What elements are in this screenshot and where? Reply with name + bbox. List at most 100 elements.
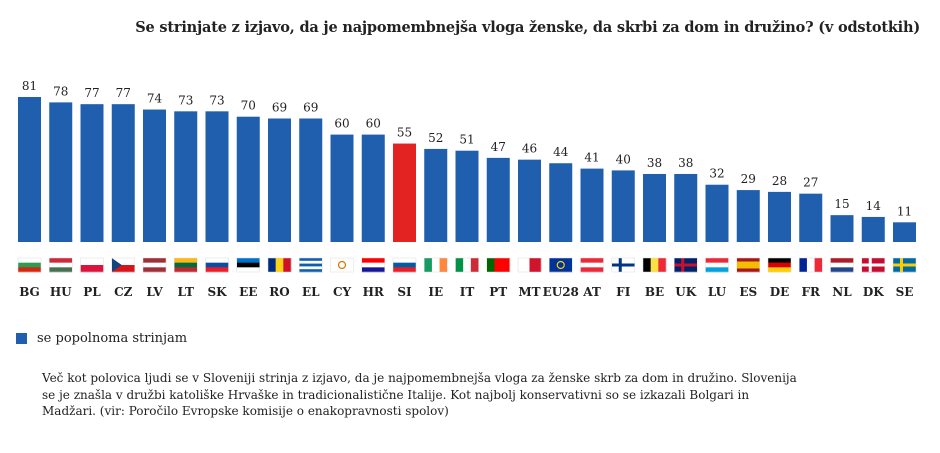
value-label: 81: [22, 79, 37, 93]
bar-lt: [174, 111, 198, 242]
value-label: 46: [522, 142, 537, 156]
flag-ro-icon: [267, 257, 292, 273]
value-label: 60: [366, 117, 381, 131]
bar-bg: [18, 97, 41, 242]
value-label: 52: [428, 131, 443, 145]
flag-de-icon: [767, 257, 792, 273]
flag-lv-icon: [142, 257, 167, 273]
bar-nl: [830, 215, 854, 242]
value-label: 47: [491, 140, 506, 154]
flag-bg-icon: [17, 257, 42, 273]
category-label: DK: [863, 285, 884, 299]
flag-pl-icon: [80, 257, 104, 273]
flag-dk-icon: [861, 257, 885, 273]
category-label: EE: [239, 285, 257, 299]
flag-cz-icon: [111, 257, 135, 273]
category-label: SI: [397, 285, 412, 299]
category-label: EL: [302, 285, 320, 299]
flag-mt-icon: [517, 257, 542, 273]
bar-mt: [518, 159, 541, 242]
flag-hr-icon: [361, 257, 385, 273]
value-label: 69: [303, 100, 318, 114]
category-label: SE: [896, 285, 914, 299]
category-label: BE: [645, 285, 664, 299]
value-label: 70: [241, 99, 256, 113]
caption: Več kot polovica ljudi se v Sloveniji st…: [42, 371, 797, 418]
category-label: RO: [269, 285, 289, 299]
value-label: 38: [678, 156, 693, 170]
bar-ro: [268, 118, 291, 242]
bar-ie: [424, 148, 448, 242]
value-label: 51: [459, 133, 474, 147]
bar-pt: [486, 157, 510, 242]
bar-be: [643, 173, 666, 242]
value-label: 55: [397, 126, 412, 140]
value-label: 28: [772, 174, 787, 188]
bar-fi: [611, 170, 635, 242]
bar-se: [893, 222, 916, 242]
flag-se-icon: [892, 257, 917, 273]
flag-fi-icon: [611, 257, 635, 273]
bar-lu: [705, 184, 729, 242]
flag-be-icon: [642, 257, 667, 273]
value-label: 41: [584, 151, 599, 165]
flag-cy-icon: [330, 257, 354, 273]
flag-ie-icon: [424, 257, 448, 273]
value-label: 40: [616, 152, 631, 166]
flag-si-icon: [392, 257, 417, 273]
bar-eu28: [549, 163, 573, 242]
flag-fr-icon: [799, 257, 823, 273]
bar-ee: [236, 116, 260, 242]
value-label: 44: [553, 145, 569, 159]
flag-at-icon: [580, 257, 604, 273]
bar-lv: [143, 109, 166, 242]
category-label: LV: [146, 285, 163, 299]
category-label: LT: [178, 285, 194, 299]
category-label: AT: [582, 285, 601, 299]
category-label: SK: [207, 285, 227, 299]
category-label: IT: [460, 285, 475, 299]
value-label: 77: [116, 86, 131, 100]
category-label: PL: [83, 285, 101, 299]
bar-cz: [111, 104, 135, 242]
bar-hr: [361, 134, 385, 242]
category-label: NL: [832, 285, 852, 299]
category-label: BG: [19, 285, 40, 299]
flag-lt-icon: [174, 257, 198, 273]
value-label: 69: [272, 100, 287, 114]
bar-chart: 81 BG 78 HU 77 PL 77 CZ 74 LV 73 LT 73 SK 70 EE 69 RO 69 EL…: [17, 79, 917, 299]
value-label: 60: [334, 117, 349, 131]
chart-title: Se strinjate z izjavo, da je najpomembne…: [135, 19, 920, 36]
category-label: UK: [675, 285, 696, 299]
bar-dk: [861, 216, 885, 242]
bar-cy: [330, 134, 354, 242]
flag-nl-icon: [830, 257, 854, 273]
category-label: IE: [428, 285, 443, 299]
bar-el: [299, 118, 323, 242]
value-label: 77: [84, 86, 99, 100]
flag-es-icon: [736, 257, 760, 273]
flag-hu-icon: [49, 257, 73, 273]
category-label: FI: [616, 285, 631, 299]
bar-de: [768, 191, 791, 242]
legend-label: se popolnoma strinjam: [37, 331, 188, 346]
category-label: EU28: [543, 285, 579, 299]
value-label: 74: [147, 92, 163, 106]
value-label: 27: [803, 176, 818, 190]
bar-fr: [799, 193, 823, 242]
flag-uk-icon: [674, 257, 698, 273]
category-label: PT: [489, 285, 507, 299]
bar-uk: [674, 173, 698, 242]
flag-ee-icon: [236, 257, 260, 273]
bar-at: [580, 168, 604, 242]
category-label: CY: [333, 285, 352, 299]
bar-es: [736, 190, 760, 242]
flag-lu-icon: [705, 257, 729, 273]
flag-it-icon: [455, 257, 479, 273]
category-label: HR: [363, 285, 385, 299]
legend-swatch: [16, 333, 27, 344]
flag-sk-icon: [205, 257, 229, 273]
flag-eu28-icon: [549, 257, 573, 273]
value-label: 15: [834, 197, 849, 211]
value-label: 14: [866, 199, 882, 213]
